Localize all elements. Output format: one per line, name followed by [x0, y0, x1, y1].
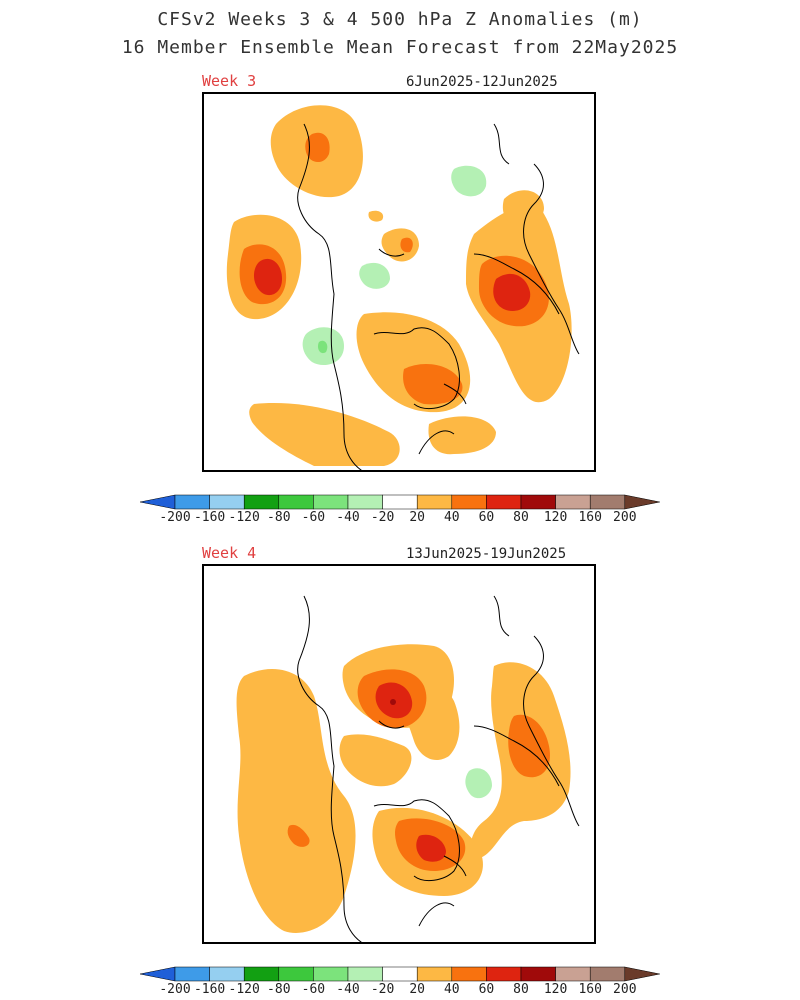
colorbar-box [555, 966, 591, 982]
colorbar-tick-label: -160 [193, 982, 226, 997]
colorbar-box [416, 494, 453, 510]
colorbar-arrow-left [140, 966, 176, 982]
colorbar-tick-label: 160 [578, 982, 602, 997]
colorbar-box [589, 966, 626, 982]
colorbar-tick-label: 80 [513, 510, 529, 525]
colorbar-box [313, 966, 349, 982]
colorbar-tick-label: 160 [578, 510, 602, 525]
colorbar-box [486, 494, 522, 510]
week4-anomaly-neg20 [465, 768, 492, 799]
colorbar-tick-label: -80 [267, 510, 291, 525]
week4-anomaly-pos80 [390, 699, 396, 705]
colorbar-box [416, 966, 453, 982]
colorbar-box [382, 494, 418, 510]
colorbar-tick-label: 40 [443, 982, 460, 997]
week4-map-svg [236, 595, 580, 942]
week4-map [202, 564, 596, 944]
colorbar-box [347, 494, 383, 510]
colorbar-tick-label: 20 [409, 982, 426, 997]
chart-subtitle: 16 Member Ensemble Mean Forecast from 22… [121, 37, 679, 58]
colorbar-box [451, 966, 487, 982]
colorbar-box [209, 966, 245, 982]
colorbar-tick-label: 60 [478, 982, 495, 997]
colorbar-tick-label: -20 [370, 982, 395, 997]
colorbar-tick-label: 60 [478, 510, 495, 525]
colorbar-tick-label: 200 [613, 982, 637, 997]
colorbar-box [347, 966, 383, 982]
colorbar-box [451, 494, 487, 510]
colorbar-tick-label: 120 [543, 982, 568, 997]
colorbar-box [520, 494, 556, 510]
colorbar-tick-label: 200 [613, 510, 637, 525]
colorbar-tick-label: -120 [228, 510, 260, 525]
colorbar-tick-label: -200 [159, 982, 191, 997]
colorbar-tick-label: -160 [193, 510, 226, 525]
colorbar-tick-label: -40 [336, 982, 360, 997]
chart-title: CFSv2 Weeks 3 & 4 500 hPa Z Anomalies (m… [157, 9, 643, 30]
colorbar-arrow-right [624, 966, 660, 982]
week3-coastlines [297, 123, 580, 470]
colorbar-box [243, 494, 280, 510]
week3-map [202, 92, 596, 472]
colorbar-box [486, 966, 522, 982]
colorbar-tick-label: -40 [336, 510, 360, 525]
colorbar-box [174, 494, 210, 510]
colorbar-box [209, 494, 245, 510]
colorbar-tick-label: 120 [543, 510, 568, 525]
week4-label: Week 4 [202, 544, 257, 562]
colorbar-tick-label: -200 [159, 510, 191, 525]
colorbar-tick-label: -120 [228, 982, 260, 997]
colorbar-box [243, 966, 280, 982]
colorbar-box [382, 966, 418, 982]
colorbar-box [278, 966, 314, 982]
colorbar-tick-label: 40 [443, 510, 460, 525]
week3-dates: 6Jun2025-12Jun2025 [406, 74, 558, 90]
colorbar-box [589, 494, 626, 510]
week3-label: Week 3 [202, 72, 257, 90]
week3-anomaly-neg40 [317, 340, 328, 354]
colorbar-tick-label: -60 [301, 982, 326, 997]
colorbar-arrow-left [140, 494, 176, 510]
colorbar-tick-label: -80 [267, 982, 291, 997]
colorbar-box [313, 494, 349, 510]
colorbar-tick-label: -60 [301, 510, 326, 525]
week4-coastlines [297, 595, 580, 942]
colorbar-box [278, 494, 314, 510]
week4-colorbar [140, 966, 660, 982]
colorbar-tick-label: -20 [370, 510, 395, 525]
week3-anomaly-pos60 [253, 258, 531, 312]
week4-dates: 13Jun2025-19Jun2025 [406, 546, 567, 562]
colorbar-arrow-right [624, 494, 660, 510]
colorbar-box [555, 494, 591, 510]
colorbar-tick-label: 80 [513, 982, 529, 997]
colorbar-box [174, 966, 210, 982]
week3-colorbar [140, 494, 660, 510]
colorbar-tick-label: 20 [409, 510, 426, 525]
colorbar-box [520, 966, 556, 982]
week3-map-svg [226, 105, 580, 470]
